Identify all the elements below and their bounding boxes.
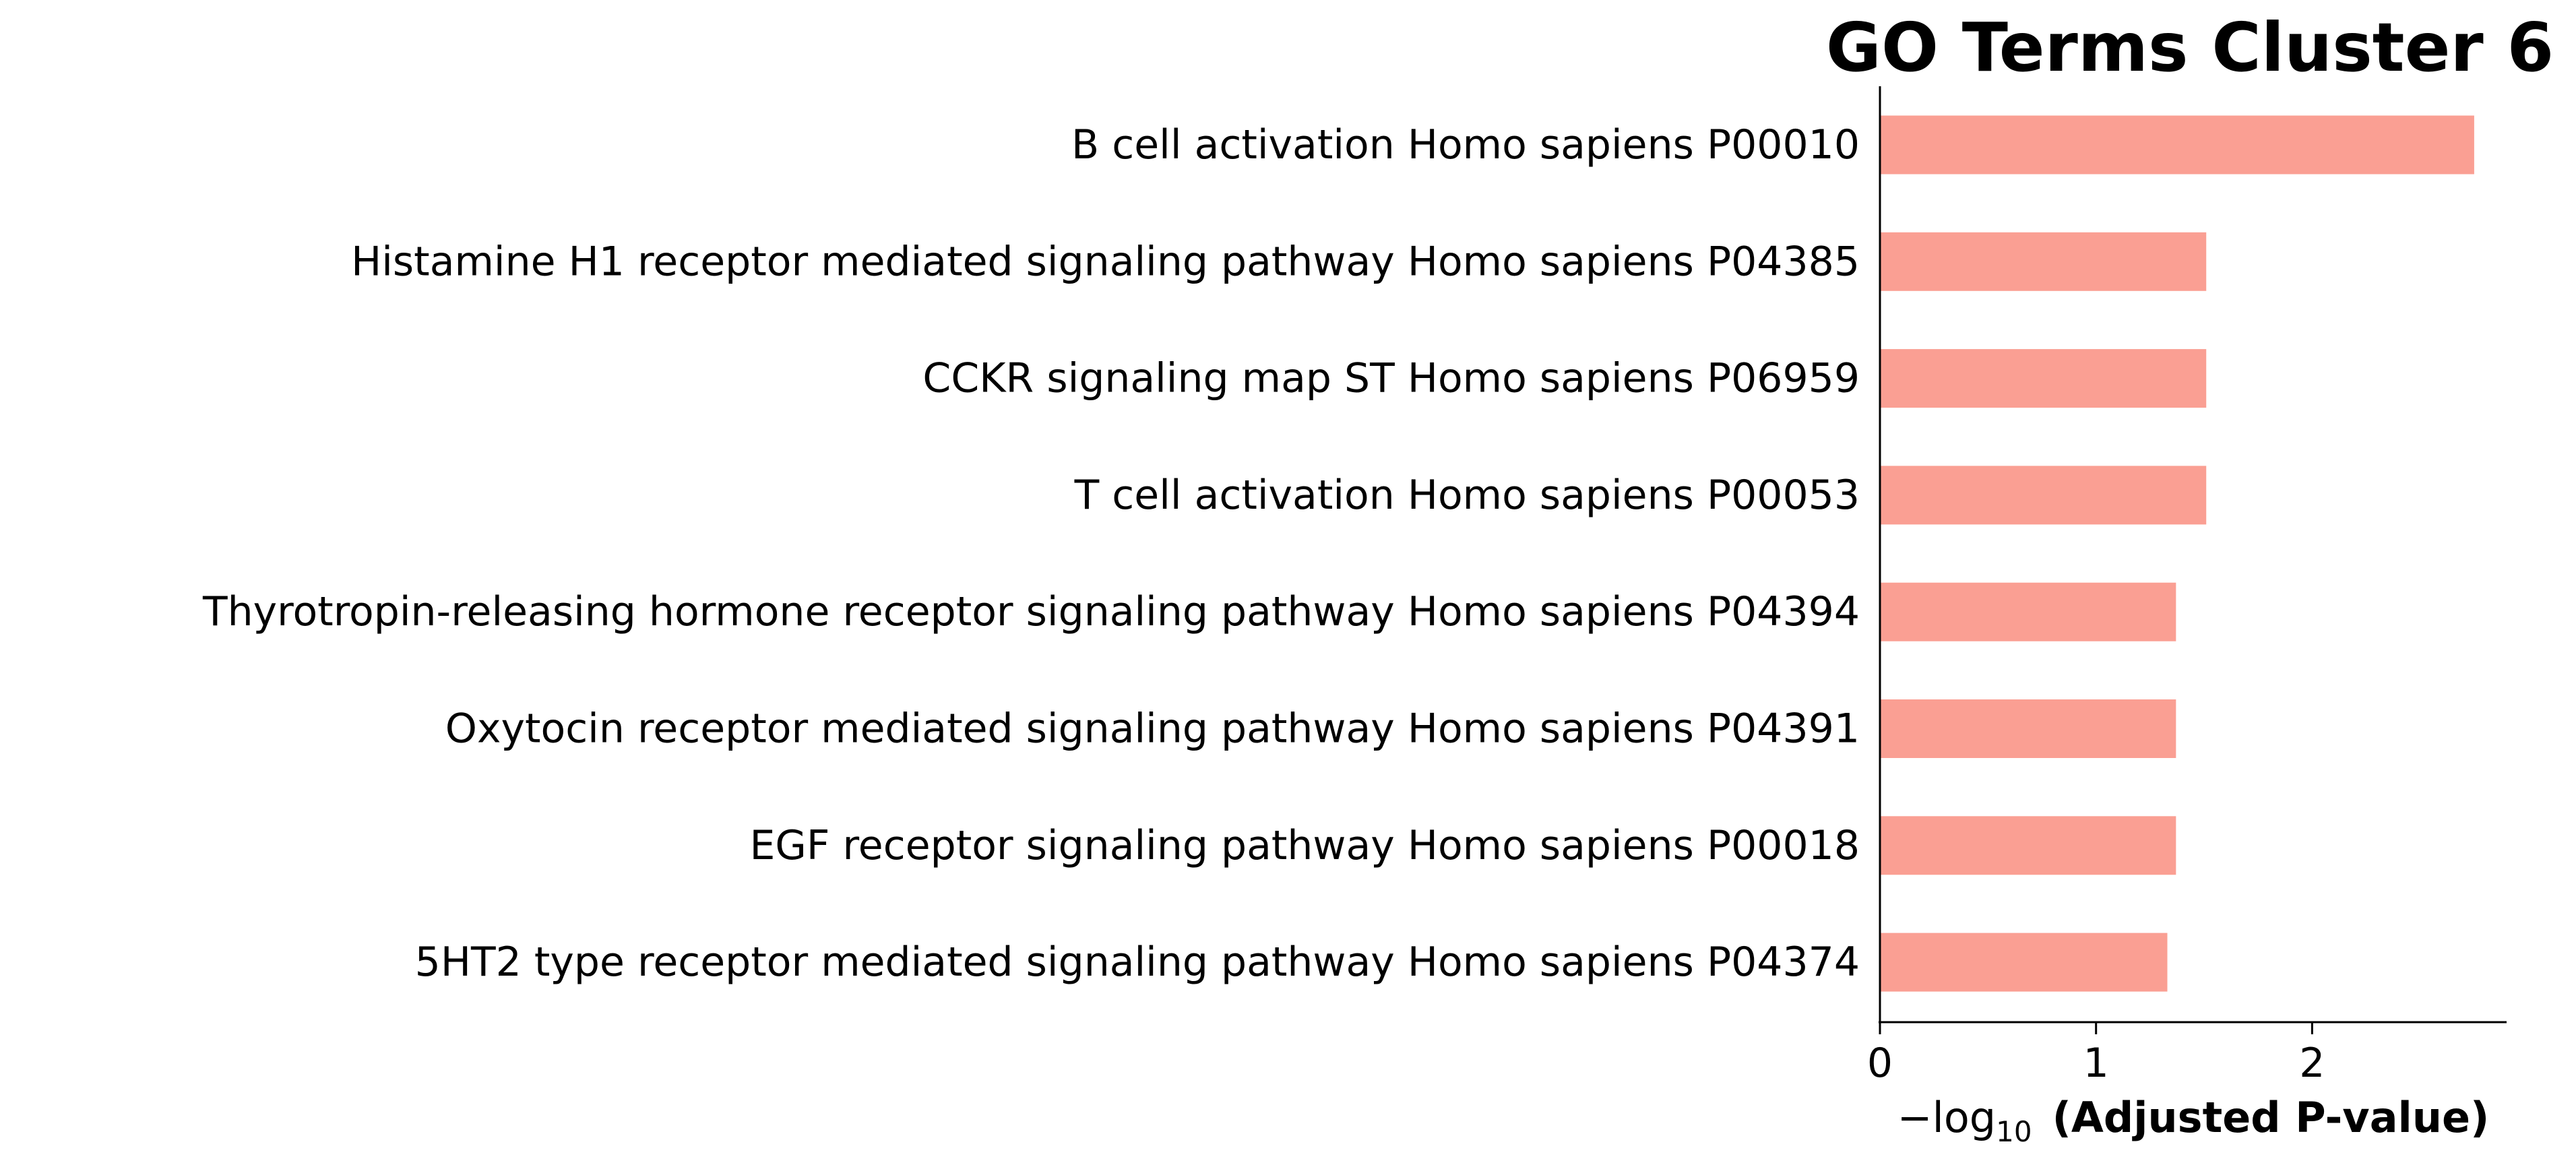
bar-6 (1880, 816, 2176, 875)
bar-5 (1880, 699, 2176, 758)
x-axis-label-prefix: −log (1897, 1093, 1996, 1142)
category-label-6: EGF receptor signaling pathway Homo sapi… (749, 822, 1860, 869)
category-label-0: B cell activation Homo sapiens P00010 (1071, 121, 1860, 168)
x-ticks: 0 1 2 (1867, 1022, 2325, 1087)
bar-7 (1880, 933, 2168, 992)
bar-1 (1880, 232, 2207, 291)
bar-2 (1880, 349, 2207, 408)
x-tick-label-0: 0 (1867, 1040, 1893, 1087)
bars (1880, 115, 2474, 992)
x-axis-label-main: (Adjusted P-value) (2052, 1093, 2490, 1142)
chart-title: GO Terms Cluster 6 (1826, 8, 2554, 87)
category-label-3: T cell activation Homo sapiens P00053 (1074, 472, 1860, 519)
x-tick-label-2: 2 (2299, 1040, 2325, 1087)
bar-4 (1880, 582, 2176, 641)
category-label-4: Thyrotropin-releasing hormone receptor s… (202, 588, 1860, 635)
category-labels: B cell activation Homo sapiens P00010 His… (202, 121, 1860, 986)
category-label-2: CCKR signaling map ST Homo sapiens P0695… (922, 355, 1860, 402)
x-tick-label-1: 1 (2083, 1040, 2109, 1087)
category-label-5: Oxytocin receptor mediated signaling pat… (445, 705, 1860, 753)
category-label-1: Histamine H1 receptor mediated signaling… (351, 238, 1860, 285)
x-axis-label-subscript: 10 (1996, 1115, 2032, 1148)
bar-0 (1880, 115, 2474, 175)
x-axis-label: −log10 (Adjusted P-value) (1897, 1093, 2490, 1148)
category-label-7: 5HT2 type receptor mediated signaling pa… (415, 939, 1860, 986)
bar-3 (1880, 466, 2207, 525)
